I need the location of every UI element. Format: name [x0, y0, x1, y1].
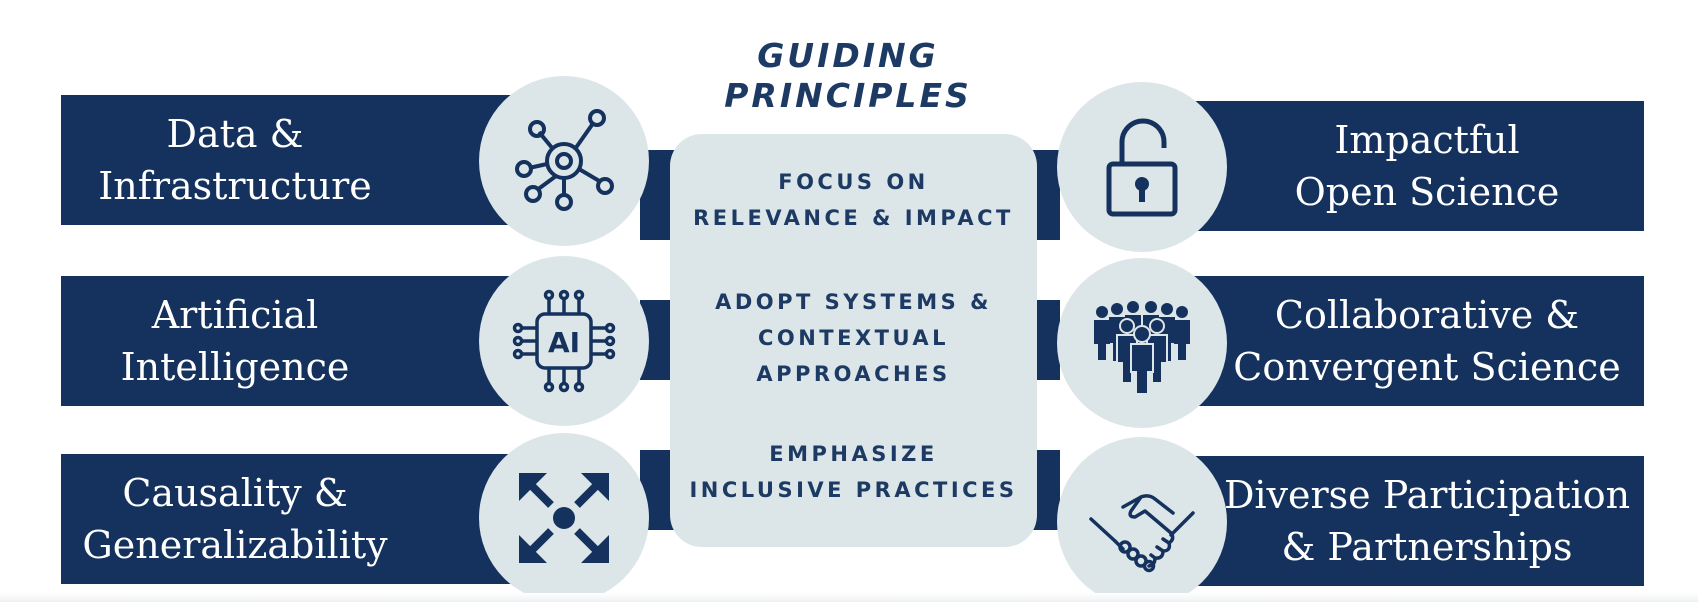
- icon-circle-diverse-participation: [1057, 437, 1227, 602]
- icon-circle-causality: [479, 433, 649, 602]
- principle-line: FOCUS ON: [778, 170, 929, 194]
- principle-systems-approaches: ADOPT SYSTEMS & CONTEXTUAL APPROACHES: [670, 284, 1037, 392]
- principle-line: ADOPT SYSTEMS &: [715, 290, 992, 314]
- title-line-2: PRINCIPLES: [724, 76, 972, 115]
- right-banner-collaborative: Collaborative & Convergent Science: [1150, 276, 1644, 406]
- principles-panel: FOCUS ON RELEVANCE & IMPACT ADOPT SYSTEM…: [670, 134, 1037, 547]
- right-banner-open-science: Impactful Open Science: [1150, 101, 1644, 231]
- icon-circle-data: [479, 76, 649, 246]
- handshake-icon: [1089, 494, 1195, 573]
- ai-chip-icon: AI: [512, 289, 616, 393]
- principle-line: RELEVANCE & IMPACT: [693, 206, 1014, 230]
- left-banner-artificial-intelligence: Artificial Intelligence: [61, 276, 521, 406]
- banner-line: Intelligence: [120, 345, 350, 389]
- banner-line: Collaborative &: [1274, 293, 1580, 337]
- banner-line: & Partnerships: [1281, 525, 1573, 569]
- icon-circle-collaborative: [1057, 258, 1227, 428]
- left-banner-data-infrastructure: Data & Infrastructure: [61, 95, 521, 225]
- bottom-edge-shadow: [0, 593, 1698, 602]
- ai-chip-label: AI: [548, 326, 580, 359]
- group-people-icon: [1094, 301, 1190, 395]
- open-padlock-icon: [1106, 118, 1178, 217]
- principle-relevance-impact: FOCUS ON RELEVANCE & IMPACT: [670, 164, 1037, 236]
- banner-line: Causality &: [122, 471, 348, 515]
- principle-line: CONTEXTUAL: [757, 326, 950, 350]
- banner-line: Data &: [166, 112, 304, 156]
- title-line-1: GUIDING: [757, 36, 939, 75]
- diagram-title: GUIDING PRINCIPLES: [698, 36, 998, 116]
- banner-line: Infrastructure: [98, 164, 372, 208]
- principle-inclusive-practices: EMPHASIZE INCLUSIVE PRACTICES: [670, 436, 1037, 508]
- right-banner-diverse-participation: Diverse Participation & Partnerships: [1150, 456, 1644, 586]
- left-banner-causality: Causality & Generalizability: [61, 454, 521, 584]
- banner-line: Generalizability: [82, 523, 388, 567]
- icon-circle-open-science: [1057, 82, 1227, 252]
- banner-line: Convergent Science: [1233, 345, 1621, 389]
- banner-line: Artificial: [151, 293, 319, 337]
- icon-circle-ai: AI: [479, 256, 649, 426]
- network-nodes-icon: [515, 109, 614, 211]
- banner-line: Diverse Participation: [1223, 473, 1631, 517]
- principle-line: EMPHASIZE: [769, 442, 938, 466]
- expand-arrows-icon: [519, 473, 609, 563]
- principle-line: INCLUSIVE PRACTICES: [689, 478, 1018, 502]
- banner-line: Open Science: [1294, 170, 1560, 214]
- banner-line: Impactful: [1334, 118, 1520, 162]
- principle-line: APPROACHES: [756, 362, 951, 386]
